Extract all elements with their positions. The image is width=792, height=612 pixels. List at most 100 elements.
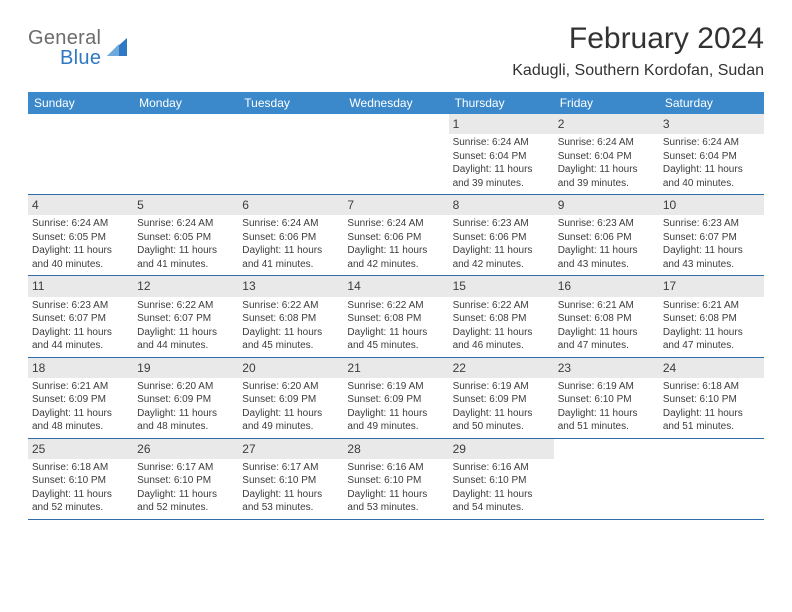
day-number: 2 [554, 114, 659, 134]
sunrise-text: Sunrise: 6:20 AM [137, 380, 234, 394]
day-cell: 23Sunrise: 6:19 AMSunset: 6:10 PMDayligh… [554, 358, 659, 438]
day-cell: 10Sunrise: 6:23 AMSunset: 6:07 PMDayligh… [659, 195, 764, 275]
daylight1-text: Daylight: 11 hours [347, 488, 444, 502]
day-cell: 13Sunrise: 6:22 AMSunset: 6:08 PMDayligh… [238, 276, 343, 356]
daylight2-text: and 52 minutes. [137, 501, 234, 515]
day-cell: 8Sunrise: 6:23 AMSunset: 6:06 PMDaylight… [449, 195, 554, 275]
sunset-text: Sunset: 6:06 PM [347, 231, 444, 245]
daylight1-text: Daylight: 11 hours [137, 244, 234, 258]
daylight1-text: Daylight: 11 hours [137, 407, 234, 421]
daylight1-text: Daylight: 11 hours [558, 326, 655, 340]
day-number: 29 [449, 439, 554, 459]
daylight1-text: Daylight: 11 hours [558, 407, 655, 421]
day-number: 24 [659, 358, 764, 378]
day-number: 6 [238, 195, 343, 215]
sunrise-text: Sunrise: 6:17 AM [137, 461, 234, 475]
daylight1-text: Daylight: 11 hours [242, 326, 339, 340]
page-container: General Blue February 2024 Kadugli, Sout… [0, 0, 792, 540]
logo-text: General Blue [28, 28, 101, 68]
sunrise-text: Sunrise: 6:24 AM [558, 136, 655, 150]
daylight2-text: and 41 minutes. [137, 258, 234, 272]
sunrise-text: Sunrise: 6:24 AM [137, 217, 234, 231]
sunrise-text: Sunrise: 6:16 AM [453, 461, 550, 475]
day-number: 27 [238, 439, 343, 459]
logo-blue: Blue [28, 48, 101, 68]
weekday-header: Wednesday [343, 92, 448, 114]
day-number [133, 114, 238, 118]
daylight2-text: and 51 minutes. [558, 420, 655, 434]
day-number: 28 [343, 439, 448, 459]
day-cell: 6Sunrise: 6:24 AMSunset: 6:06 PMDaylight… [238, 195, 343, 275]
logo-sail-icon [105, 34, 131, 60]
day-cell: 22Sunrise: 6:19 AMSunset: 6:09 PMDayligh… [449, 358, 554, 438]
daylight2-text: and 39 minutes. [453, 177, 550, 191]
sunset-text: Sunset: 6:10 PM [242, 474, 339, 488]
day-number: 18 [28, 358, 133, 378]
daylight2-text: and 47 minutes. [663, 339, 760, 353]
sunrise-text: Sunrise: 6:19 AM [453, 380, 550, 394]
day-number: 11 [28, 276, 133, 296]
sunset-text: Sunset: 6:10 PM [347, 474, 444, 488]
day-number: 9 [554, 195, 659, 215]
day-number: 26 [133, 439, 238, 459]
day-number: 19 [133, 358, 238, 378]
daylight2-text: and 48 minutes. [137, 420, 234, 434]
day-number: 25 [28, 439, 133, 459]
daylight1-text: Daylight: 11 hours [242, 488, 339, 502]
daylight2-text: and 49 minutes. [242, 420, 339, 434]
day-cell: 28Sunrise: 6:16 AMSunset: 6:10 PMDayligh… [343, 439, 448, 519]
day-cell: 19 Sunrise: 6:20 AMSunset: 6:09 PMDayligh… [133, 358, 238, 438]
day-number: 10 [659, 195, 764, 215]
day-number: 14 [343, 276, 448, 296]
sunrise-text: Sunrise: 6:19 AM [347, 380, 444, 394]
sunset-text: Sunset: 6:09 PM [137, 393, 234, 407]
daylight1-text: Daylight: 11 hours [558, 163, 655, 177]
sunrise-text: Sunrise: 6:24 AM [347, 217, 444, 231]
daylight2-text: and 52 minutes. [32, 501, 129, 515]
sunrise-text: Sunrise: 6:22 AM [242, 299, 339, 313]
day-number: 16 [554, 276, 659, 296]
daylight1-text: Daylight: 11 hours [242, 244, 339, 258]
weekday-header: Saturday [659, 92, 764, 114]
daylight1-text: Daylight: 11 hours [32, 326, 129, 340]
day-number: 1 [449, 114, 554, 134]
day-cell: 20Sunrise: 6:20 AMSunset: 6:09 PMDayligh… [238, 358, 343, 438]
day-number: 20 [238, 358, 343, 378]
sunset-text: Sunset: 6:04 PM [453, 150, 550, 164]
logo-general: General [28, 28, 101, 48]
daylight2-text: and 43 minutes. [558, 258, 655, 272]
sunset-text: Sunset: 6:08 PM [453, 312, 550, 326]
daylight2-text: and 40 minutes. [663, 177, 760, 191]
day-cell: 2Sunrise: 6:24 AMSunset: 6:04 PMDaylight… [554, 114, 659, 194]
sunrise-text: Sunrise: 6:24 AM [32, 217, 129, 231]
day-number [554, 439, 659, 443]
day-number: 23 [554, 358, 659, 378]
sunset-text: Sunset: 6:07 PM [32, 312, 129, 326]
sunrise-text: Sunrise: 6:21 AM [32, 380, 129, 394]
day-cell [133, 114, 238, 194]
sunrise-text: Sunrise: 6:24 AM [663, 136, 760, 150]
daylight1-text: Daylight: 11 hours [453, 407, 550, 421]
calendar: Sunday Monday Tuesday Wednesday Thursday… [28, 92, 764, 520]
day-cell: 18Sunrise: 6:21 AMSunset: 6:09 PMDayligh… [28, 358, 133, 438]
day-number: 5 [133, 195, 238, 215]
sunset-text: Sunset: 6:10 PM [453, 474, 550, 488]
sunset-text: Sunset: 6:10 PM [137, 474, 234, 488]
daylight2-text: and 45 minutes. [347, 339, 444, 353]
logo: General Blue [28, 28, 131, 68]
day-cell: 17Sunrise: 6:21 AMSunset: 6:08 PMDayligh… [659, 276, 764, 356]
weekday-header: Sunday [28, 92, 133, 114]
sunset-text: Sunset: 6:08 PM [347, 312, 444, 326]
sunrise-text: Sunrise: 6:21 AM [663, 299, 760, 313]
sunset-text: Sunset: 6:06 PM [453, 231, 550, 245]
title-block: February 2024 Kadugli, Southern Kordofan… [512, 22, 764, 80]
weekday-header: Tuesday [238, 92, 343, 114]
daylight1-text: Daylight: 11 hours [137, 326, 234, 340]
daylight1-text: Daylight: 11 hours [32, 407, 129, 421]
daylight1-text: Daylight: 11 hours [453, 163, 550, 177]
week-row: 11Sunrise: 6:23 AMSunset: 6:07 PMDayligh… [28, 276, 764, 357]
day-cell: 11Sunrise: 6:23 AMSunset: 6:07 PMDayligh… [28, 276, 133, 356]
sunset-text: Sunset: 6:10 PM [558, 393, 655, 407]
sunset-text: Sunset: 6:08 PM [663, 312, 760, 326]
day-cell: 12Sunrise: 6:22 AMSunset: 6:07 PMDayligh… [133, 276, 238, 356]
